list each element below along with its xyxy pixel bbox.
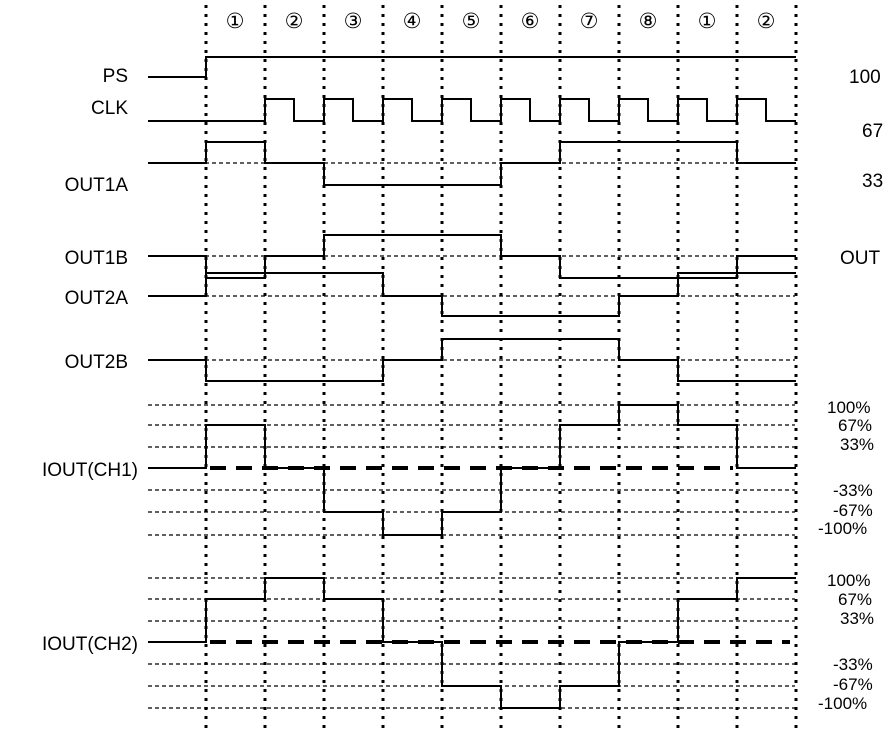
signal-labels: PS CLK OUT1A OUT1B OUT2A OUT2B IOUT(CH1)… — [42, 66, 138, 655]
step-marker-6: ⑥ — [521, 10, 540, 33]
ch1-legend-100: 100% — [827, 398, 870, 417]
side-legend-top: 100 67 33 OUT — [840, 67, 883, 269]
ch2-legend-m33: -33% — [833, 655, 873, 674]
label-out2b: OUT2B — [65, 352, 128, 373]
step-marker-3: ③ — [344, 10, 363, 33]
ch1-legend-m100: -100% — [818, 519, 867, 538]
current-guide-lines — [148, 404, 795, 709]
ch2-legend-67: 67% — [838, 590, 872, 609]
waveforms — [148, 56, 796, 709]
ch1-legend-m67: -67% — [833, 501, 873, 520]
ch1-legend-67: 67% — [838, 416, 872, 435]
out1a-waveform — [148, 141, 796, 186]
step-marker-2: ② — [285, 10, 304, 33]
label-out2a: OUT2A — [65, 288, 129, 309]
side-legend-ch2: 100% 67% 33% -33% -67% -100% — [818, 571, 874, 713]
clk-waveform — [148, 98, 796, 122]
step-marker-9: ① — [698, 10, 717, 33]
ch2-legend-33: 33% — [840, 609, 874, 628]
step-marker-10: ② — [757, 10, 776, 33]
step-marker-4: ④ — [403, 10, 422, 33]
side-legend-ch1: 100% 67% 33% -33% -67% -100% — [818, 398, 874, 538]
side-legend-top-33: 33 — [862, 171, 883, 192]
out2a-waveform — [148, 272, 796, 317]
step-marker-8: ⑧ — [639, 10, 658, 33]
label-out1a: OUT1A — [65, 175, 129, 196]
ps-waveform — [148, 56, 796, 78]
side-legend-top-out: OUT — [840, 248, 881, 269]
label-out1b: OUT1B — [65, 248, 128, 269]
iout-ch1-waveform — [148, 404, 796, 536]
label-clk: CLK — [91, 98, 128, 119]
step-markers: ① ② ③ ④ ⑤ ⑥ ⑦ ⑧ ① ② — [226, 10, 776, 33]
out1b-waveform — [148, 234, 796, 279]
side-legend-top-100: 100 — [849, 67, 881, 88]
step-marker-7: ⑦ — [580, 10, 599, 33]
ch1-legend-m33: -33% — [833, 481, 873, 500]
step-marker-5: ⑤ — [462, 10, 481, 33]
step-marker-1: ① — [226, 10, 245, 33]
ch2-legend-100: 100% — [827, 571, 870, 590]
label-ps: PS — [103, 66, 128, 87]
side-legend-top-67: 67 — [862, 121, 883, 142]
label-iout-ch1: IOUT(CH1) — [42, 460, 138, 481]
iout-ch2-waveform — [148, 577, 796, 709]
ch1-legend-33: 33% — [840, 435, 874, 454]
ch2-legend-m67: -67% — [833, 675, 873, 694]
ch2-legend-m100: -100% — [818, 694, 867, 713]
out2b-waveform — [148, 338, 796, 382]
label-iout-ch2: IOUT(CH2) — [42, 634, 138, 655]
